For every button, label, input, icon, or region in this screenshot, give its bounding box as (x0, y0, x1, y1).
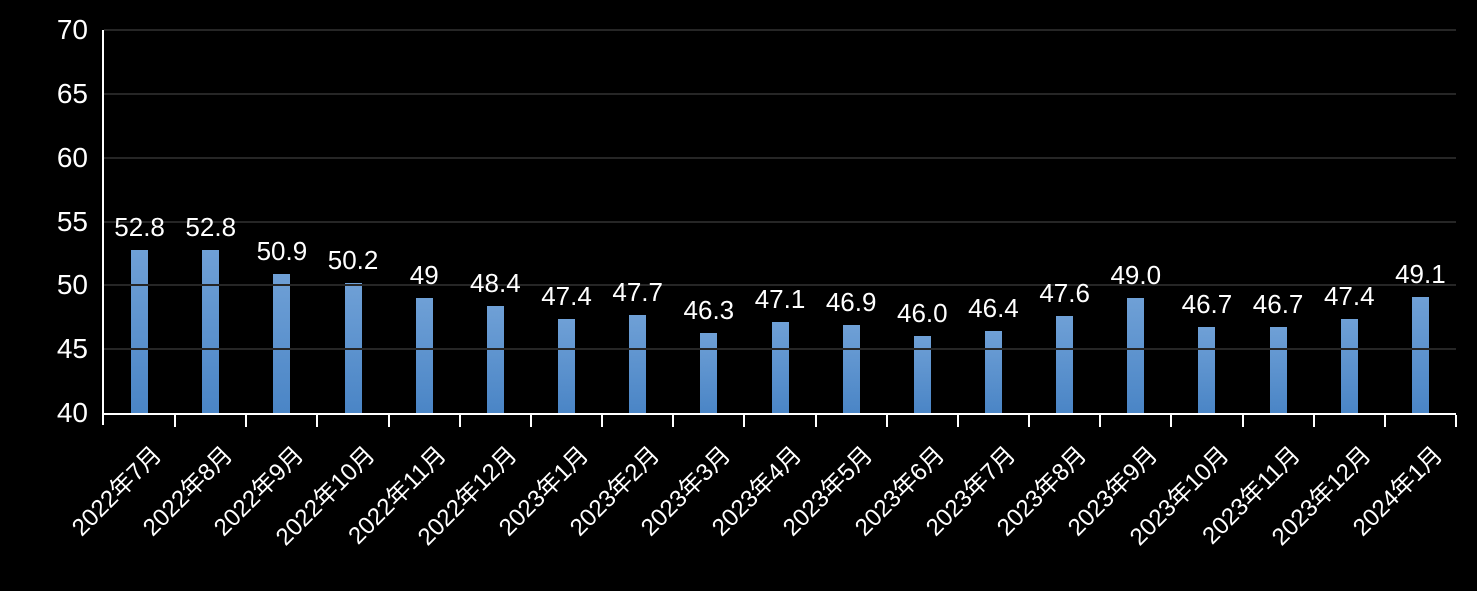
gridline (104, 92, 1456, 95)
y-axis-tick-label: 50 (56, 269, 88, 301)
x-axis-tick (387, 415, 390, 427)
bar (700, 332, 718, 413)
y-axis-tick-label: 40 (56, 397, 88, 428)
bar-value-label: 52.8 (114, 211, 165, 242)
bar (1411, 296, 1429, 413)
x-axis-tick (316, 415, 319, 427)
bar (913, 336, 931, 413)
y-axis-tick-label: 65 (56, 77, 88, 109)
bar (202, 249, 220, 413)
x-axis-tick (174, 415, 177, 427)
bar-value-label: 46.7 (1181, 289, 1233, 320)
bar-value-label: 46.4 (968, 293, 1019, 324)
x-axis-tick (1241, 415, 1244, 427)
bar (131, 249, 149, 413)
x-axis-tick (1099, 415, 1102, 427)
y-axis-tick-label: 60 (56, 141, 88, 173)
gridline (104, 284, 1456, 287)
x-axis-tick (1312, 415, 1315, 427)
bar (344, 282, 362, 413)
x-axis-tick (743, 415, 746, 427)
x-axis-tick (458, 415, 461, 427)
bar (771, 322, 789, 413)
bar-value-label: 47.4 (1323, 280, 1375, 311)
y-axis-tick-label: 45 (56, 333, 88, 365)
gridline (104, 348, 1456, 351)
bar (486, 305, 504, 413)
x-axis-tick (245, 415, 248, 427)
bar (1198, 327, 1216, 413)
x-axis-tick (885, 415, 888, 427)
bar-value-label: 48.4 (470, 267, 521, 298)
bar (273, 273, 291, 413)
gridline (104, 220, 1456, 223)
x-axis-tick (1028, 415, 1031, 427)
bar-value-label: 46.0 (897, 298, 948, 329)
bar-value-label: 47.1 (754, 284, 806, 315)
x-axis-tick (1383, 415, 1386, 427)
bar-value-label: 49.1 (1395, 258, 1446, 289)
gridline (104, 156, 1456, 159)
bar-value-label: 47.7 (612, 276, 663, 307)
x-axis-tick (1455, 415, 1457, 427)
bar (415, 298, 433, 413)
x-axis-tick (814, 415, 817, 427)
bar-value-label: 49 (409, 260, 439, 291)
bar (1269, 327, 1287, 413)
bar (1340, 318, 1358, 413)
bar-value-label: 47.6 (1039, 277, 1090, 308)
bar (558, 318, 576, 413)
gridline (104, 29, 1456, 31)
bar-value-label: 49.0 (1110, 260, 1162, 291)
bar-value-label: 47.4 (541, 280, 592, 311)
y-axis-line (102, 30, 104, 425)
bar (984, 331, 1002, 413)
bar-value-label: 50.2 (327, 244, 379, 275)
bar (1056, 315, 1074, 413)
x-axis-line (102, 413, 1456, 415)
bar-value-label: 52.8 (185, 211, 237, 242)
y-axis-tick-label: 55 (56, 205, 88, 237)
x-axis-tick (1170, 415, 1173, 427)
bar (629, 314, 647, 413)
bar-value-label: 50.9 (256, 235, 308, 266)
x-axis-tick (529, 415, 532, 427)
bar-value-label: 46.3 (683, 294, 735, 325)
bar (842, 324, 860, 413)
y-axis-tick-label: 70 (56, 14, 88, 45)
bar (1127, 298, 1145, 413)
x-axis-tick (956, 415, 959, 427)
bar-value-label: 46.7 (1252, 289, 1304, 320)
x-axis-tick (601, 415, 604, 427)
x-axis-tick (672, 415, 675, 427)
bar-value-label: 46.9 (825, 286, 877, 317)
